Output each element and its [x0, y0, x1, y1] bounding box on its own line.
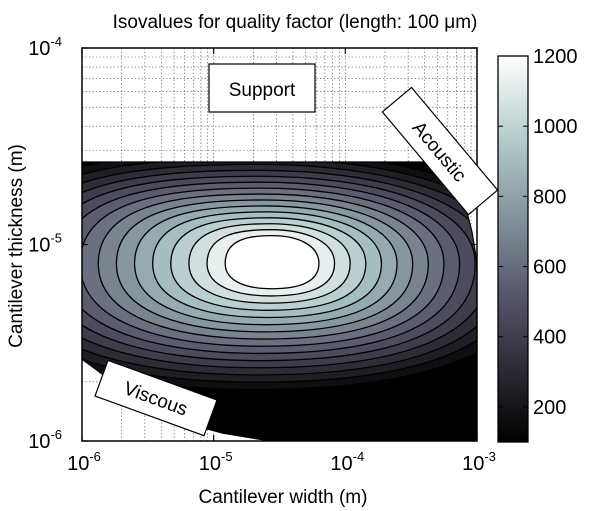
chart-title: Isovalues for quality factor (length: 10… [113, 12, 478, 33]
y-tick-labels: 10-6 10-5 10-4 [28, 34, 62, 453]
x-tick-label: 10-6 [67, 449, 101, 475]
y-axis-label: Cantilever thickness (m) [6, 144, 27, 348]
y-tick-label: 10-6 [28, 427, 62, 453]
x-tick-label: 10-4 [330, 449, 364, 475]
colorbar-ticks: 200 400 600 800 1000 1200 [498, 46, 578, 419]
colorbar-tick-label: 800 [533, 186, 566, 208]
y-tick-label: 10-5 [28, 231, 62, 257]
y-tick-label: 10-4 [28, 34, 62, 60]
support-label: Support [229, 80, 296, 101]
support-annotation: Support [208, 63, 316, 113]
x-tick-label: 10-5 [199, 449, 233, 475]
x-axis-label: Cantilever width (m) [199, 487, 368, 508]
x-tick-label: 10-3 [462, 449, 496, 475]
x-tick-labels: 10-6 10-5 10-4 10-3 [67, 449, 496, 475]
contour-level [224, 234, 320, 290]
colorbar-tick-label: 600 [533, 257, 566, 279]
colorbar-gradient [497, 55, 529, 443]
colorbar-tick-label: 400 [533, 327, 566, 349]
axis-ticks [81, 47, 478, 442]
colorbar: 200 400 600 800 1000 1200 [497, 46, 578, 443]
contour-levels [82, 162, 477, 441]
contour-fill [82, 161, 477, 441]
colorbar-tick-label: 1000 [533, 116, 578, 138]
colorbar-tick-label: 1200 [533, 46, 578, 68]
colorbar-tick-label: 200 [533, 397, 566, 419]
